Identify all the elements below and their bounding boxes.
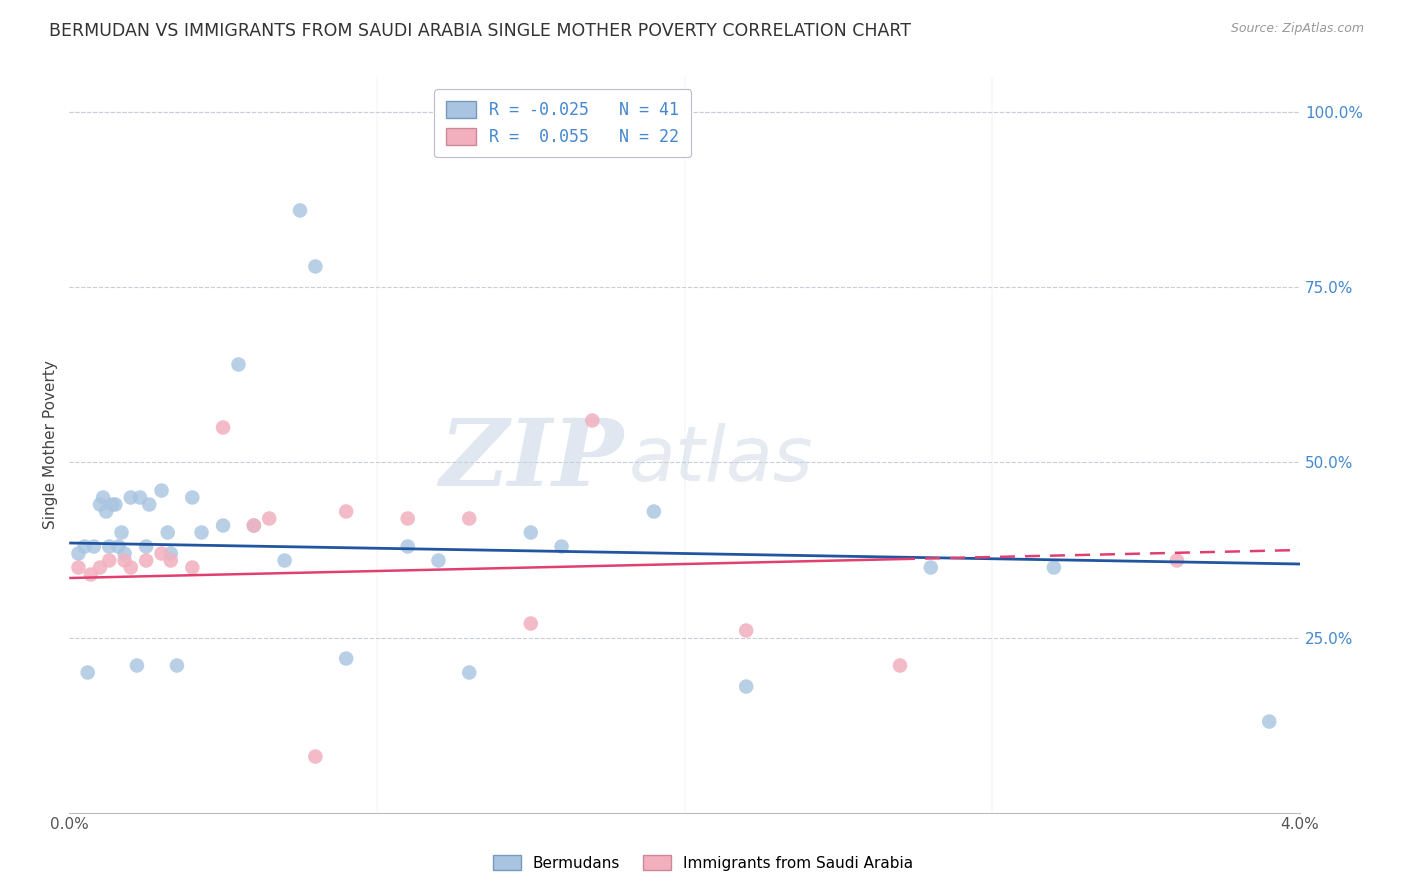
Point — [212, 420, 235, 434]
Point — [581, 413, 603, 427]
Point — [212, 518, 235, 533]
Point — [190, 525, 212, 540]
Point — [135, 553, 157, 567]
Point — [89, 560, 111, 574]
Point — [166, 658, 188, 673]
Point — [114, 553, 136, 567]
Point — [1166, 553, 1188, 567]
Point — [89, 498, 111, 512]
Point — [135, 540, 157, 554]
Point — [243, 518, 266, 533]
Point — [159, 553, 181, 567]
Point — [80, 567, 103, 582]
Legend: R = -0.025   N = 41, R =  0.055   N = 22: R = -0.025 N = 41, R = 0.055 N = 22 — [434, 89, 692, 158]
Point — [181, 491, 204, 505]
Point — [1258, 714, 1281, 729]
Point — [91, 491, 114, 505]
Point — [550, 540, 572, 554]
Point — [520, 525, 543, 540]
Point — [304, 749, 326, 764]
Point — [1043, 560, 1066, 574]
Point — [67, 547, 90, 561]
Point — [735, 680, 758, 694]
Point — [156, 525, 179, 540]
Point — [304, 260, 326, 274]
Point — [98, 553, 121, 567]
Point — [98, 540, 121, 554]
Point — [335, 504, 357, 518]
Point — [396, 540, 419, 554]
Point — [458, 511, 481, 525]
Point — [104, 498, 127, 512]
Point — [110, 525, 132, 540]
Text: Source: ZipAtlas.com: Source: ZipAtlas.com — [1230, 22, 1364, 36]
Point — [458, 665, 481, 680]
Point — [243, 518, 266, 533]
Point — [120, 560, 142, 574]
Point — [83, 540, 105, 554]
Text: BERMUDAN VS IMMIGRANTS FROM SAUDI ARABIA SINGLE MOTHER POVERTY CORRELATION CHART: BERMUDAN VS IMMIGRANTS FROM SAUDI ARABIA… — [49, 22, 911, 40]
Point — [76, 665, 98, 680]
Point — [288, 203, 311, 218]
Point — [120, 491, 142, 505]
Point — [73, 540, 96, 554]
Point — [228, 358, 250, 372]
Point — [257, 511, 280, 525]
Text: atlas: atlas — [630, 423, 814, 497]
Legend: Bermudans, Immigrants from Saudi Arabia: Bermudans, Immigrants from Saudi Arabia — [484, 846, 922, 880]
Y-axis label: Single Mother Poverty: Single Mother Poverty — [44, 360, 58, 530]
Point — [101, 498, 124, 512]
Point — [129, 491, 152, 505]
Point — [67, 560, 90, 574]
Point — [159, 547, 181, 561]
Point — [150, 483, 173, 498]
Point — [114, 547, 136, 561]
Point — [520, 616, 543, 631]
Point — [427, 553, 450, 567]
Point — [138, 498, 160, 512]
Point — [96, 504, 118, 518]
Text: ZIP: ZIP — [439, 415, 623, 505]
Point — [273, 553, 295, 567]
Point — [889, 658, 911, 673]
Point — [643, 504, 665, 518]
Point — [181, 560, 204, 574]
Point — [396, 511, 419, 525]
Point — [107, 540, 129, 554]
Point — [335, 651, 357, 665]
Point — [150, 547, 173, 561]
Point — [735, 624, 758, 638]
Point — [920, 560, 942, 574]
Point — [125, 658, 148, 673]
